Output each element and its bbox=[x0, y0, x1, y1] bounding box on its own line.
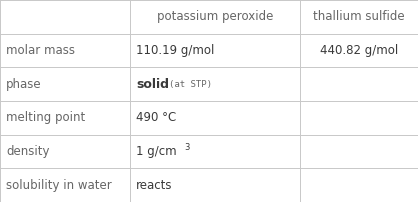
Text: solid: solid bbox=[136, 78, 169, 91]
Text: melting point: melting point bbox=[6, 111, 85, 124]
Text: 1 g/cm: 1 g/cm bbox=[136, 145, 177, 158]
Text: 3: 3 bbox=[184, 143, 189, 152]
Text: thallium sulfide: thallium sulfide bbox=[313, 10, 405, 23]
Text: solubility in water: solubility in water bbox=[6, 179, 112, 192]
Text: phase: phase bbox=[6, 78, 42, 91]
Text: density: density bbox=[6, 145, 49, 158]
Text: (at STP): (at STP) bbox=[169, 80, 212, 89]
Text: 490 °C: 490 °C bbox=[136, 111, 176, 124]
Text: 110.19 g/mol: 110.19 g/mol bbox=[136, 44, 214, 57]
Text: molar mass: molar mass bbox=[6, 44, 75, 57]
Text: potassium peroxide: potassium peroxide bbox=[157, 10, 273, 23]
Text: reacts: reacts bbox=[136, 179, 173, 192]
Text: 440.82 g/mol: 440.82 g/mol bbox=[320, 44, 398, 57]
